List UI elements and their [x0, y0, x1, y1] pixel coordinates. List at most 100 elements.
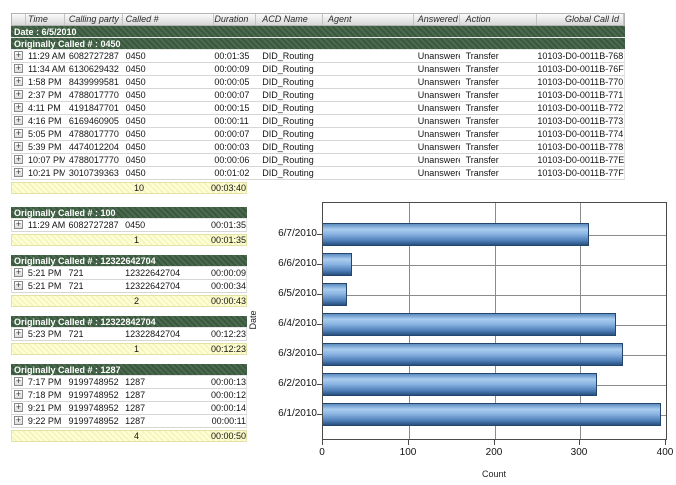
table-row[interactable]: +4:16 PM 6169460905 0450 00:00:11 DID_Routin… [11, 115, 625, 128]
cell-duration: 00:00:15 [214, 103, 250, 113]
expand-row-button[interactable]: + [14, 280, 23, 290]
cell-global: 10103-D0-0011B-771 [537, 90, 624, 100]
summary-count: 1 [134, 344, 140, 354]
cell-time: 2:37 PM [27, 90, 62, 100]
cell-duration: 00:00:12 [210, 390, 246, 400]
cell-called: 1287 [125, 403, 146, 413]
cell-agent [323, 167, 414, 179]
table-row[interactable]: +9:22 PM 9199748952 1287 00:00:11 [11, 415, 247, 428]
table-row[interactable]: +5:23 PM 721 12322842704 00:12:23 [11, 328, 247, 341]
y-tick-label: 6/6/2010 [278, 258, 317, 269]
expand-row-button[interactable]: + [14, 141, 23, 151]
header-col-answered: Answered [414, 14, 460, 25]
y-tick-label: 6/7/2010 [278, 228, 317, 239]
table-row[interactable]: +11:29 AM 6082727287 0450 00:01:35 [11, 219, 247, 232]
cell-calling: 4788017770 [68, 90, 119, 100]
table-row[interactable]: +4:11 PM 4191847701 0450 00:00:15 DID_Routin… [11, 102, 625, 115]
cell-global: 10103-D0-0011B-778 [537, 142, 624, 152]
y-tick-label: 6/4/2010 [278, 318, 317, 329]
cell-time: 5:21 PM [27, 268, 62, 278]
expand-row-button[interactable]: + [14, 167, 23, 177]
bar-6/1/2010 [323, 403, 661, 426]
cell-time: 7:18 PM [27, 390, 62, 400]
table-row[interactable]: +5:39 PM 4474012204 0450 00:00:03 DID_Routin… [11, 141, 625, 154]
cell-answered: Unanswered [417, 142, 460, 152]
expand-row-button[interactable]: + [14, 402, 23, 412]
cell-expand: + [12, 115, 26, 127]
y-tick-label: 6/2/2010 [278, 378, 317, 389]
cell-time: 7:17 PM [27, 377, 62, 387]
cell-duration: 00:00:11 [214, 116, 249, 126]
cell-time: 10:21 PM [27, 168, 65, 178]
cell-expand: + [12, 89, 26, 101]
cell-duration: 00:00:07 [214, 90, 250, 100]
expand-row-button[interactable]: + [14, 415, 23, 425]
summary-spacer [12, 431, 122, 441]
table-row[interactable]: +11:29 AM 6082727287 0450 00:01:35 DID_Routi… [11, 50, 625, 63]
date-group-band: Date : 6/5/2010 [11, 26, 625, 38]
table-row[interactable]: +2:37 PM 4788017770 0450 00:00:07 DID_Routin… [11, 89, 625, 102]
originally-called-band: Originally Called # : 12322642704 [11, 255, 247, 267]
cell-called: 12322842704 [125, 329, 181, 339]
cell-calling: 9199748952 [68, 416, 119, 426]
cell-global: 10103-D0-0011B-76F [537, 64, 624, 74]
expand-row-button[interactable]: + [14, 102, 23, 112]
originally-called-group-section: Originally Called # : 1287 +7:17 PM 919974… [11, 364, 247, 451]
cell-duration: 00:00:09 [210, 268, 246, 278]
cell-called: 0450 [125, 168, 146, 178]
originally-called-group-section: Originally Called # : 12322642704 +5:21 P… [11, 255, 247, 316]
expand-row-button[interactable]: + [14, 63, 23, 73]
table-row[interactable]: +9:21 PM 9199748952 1287 00:00:14 [11, 402, 247, 415]
cell-answered: Unanswered [417, 168, 460, 178]
expand-row-button[interactable]: + [14, 328, 23, 338]
expand-row-button[interactable]: + [14, 267, 23, 277]
cell-calling: 9199748952 [68, 377, 119, 387]
header-col-calling-party: Calling party # [65, 14, 123, 25]
expand-row-button[interactable]: + [14, 154, 23, 164]
table-row[interactable]: +7:17 PM 9199748952 1287 00:00:13 [11, 376, 247, 389]
cell-calling: 4788017770 [68, 129, 119, 139]
x-tick-mark [665, 440, 666, 445]
table-row[interactable]: +5:05 PM 4788017770 0450 00:00:07 DID_Routin… [11, 128, 625, 141]
expand-row-button[interactable]: + [14, 89, 23, 99]
cell-duration: 00:00:09 [214, 64, 250, 74]
expand-row-button[interactable]: + [14, 76, 23, 86]
horizontal-grid-line [323, 265, 666, 266]
cell-acd: DID_Routing [262, 90, 314, 100]
expand-row-button[interactable]: + [14, 115, 23, 125]
cell-calling: 6130629432 [68, 64, 119, 74]
y-tick-mark [317, 354, 322, 355]
cell-calling: 721 [68, 329, 84, 339]
cell-calling: 721 [68, 268, 84, 278]
expand-row-button[interactable]: + [14, 376, 23, 386]
cell-called: 0450 [125, 129, 146, 139]
cell-called: 1287 [125, 390, 146, 400]
cell-called: 0450 [125, 51, 146, 61]
cell-time: 5:23 PM [27, 329, 62, 339]
table-row[interactable]: +7:18 PM 9199748952 1287 00:00:12 [11, 389, 247, 402]
table-row[interactable]: +1:58 PM 8439999581 0450 00:00:05 DID_Routin… [11, 76, 625, 89]
cell-agent [323, 128, 414, 140]
cell-acd: DID_Routing [262, 142, 314, 152]
expand-row-button[interactable]: + [14, 219, 23, 229]
cell-called: 0450 [125, 90, 146, 100]
summary-spacer [12, 344, 122, 354]
cell-answered: Unanswered [417, 103, 460, 113]
cell-answered: Unanswered [417, 64, 460, 74]
table-row[interactable]: +10:21 PM 3010739363 0450 00:01:02 DID_Routi… [11, 167, 625, 180]
cell-time: 9:21 PM [27, 403, 62, 413]
cell-time: 11:29 AM [27, 220, 65, 230]
originally-called-band: Originally Called # : 100 [11, 207, 247, 219]
cell-duration: 00:00:03 [214, 142, 250, 152]
table-row[interactable]: +10:07 PM 4788017770 0450 00:00:06 DID_Routi… [11, 154, 625, 167]
expand-row-button[interactable]: + [14, 50, 23, 60]
table-row[interactable]: +5:21 PM 721 12322642704 00:00:34 [11, 280, 247, 293]
summary-duration: 00:00:43 [210, 296, 247, 306]
originally-called-band: Originally Called # : 12322842704 [11, 316, 247, 328]
expand-row-button[interactable]: + [14, 128, 23, 138]
table-row[interactable]: +5:21 PM 721 12322642704 00:00:09 [11, 267, 247, 280]
originally-called-band: Originally Called # : 1287 [11, 364, 247, 376]
table-row[interactable]: +11:34 AM 6130629432 0450 00:00:09 DID_Routi… [11, 63, 625, 76]
expand-row-button[interactable]: + [14, 389, 23, 399]
cell-action: Transfer [465, 77, 499, 87]
